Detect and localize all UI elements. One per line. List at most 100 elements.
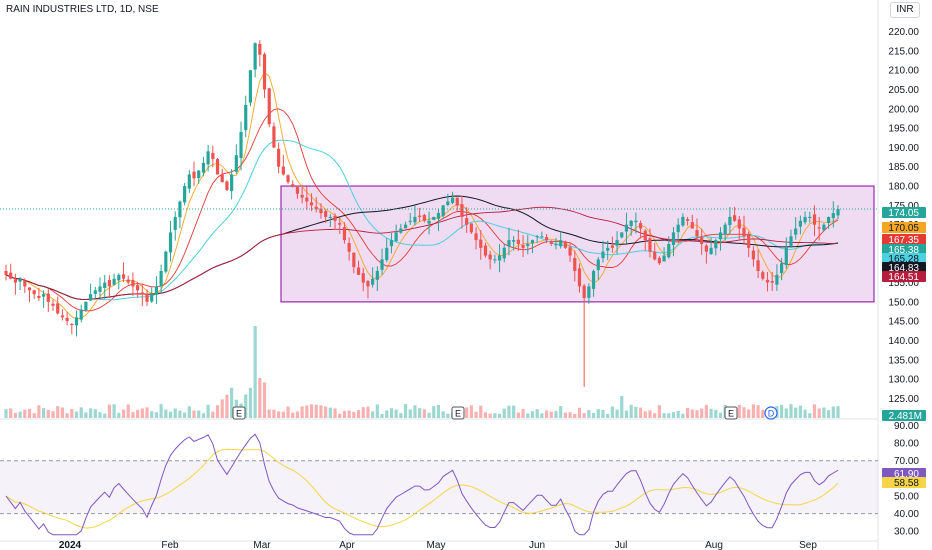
volume-bar <box>700 408 704 418</box>
candle <box>657 258 661 264</box>
volume-bar <box>305 405 309 418</box>
candle <box>244 104 248 130</box>
candle <box>291 184 295 187</box>
volume-bar <box>465 407 469 418</box>
volume-bar <box>192 410 196 418</box>
candle <box>248 70 253 103</box>
volume-bar <box>225 394 229 418</box>
svg-text:170.05: 170.05 <box>888 223 919 234</box>
candle <box>145 293 149 302</box>
volume-bar <box>211 411 215 418</box>
price-tick-label: 130.00 <box>888 375 919 386</box>
volume-bar <box>281 411 285 418</box>
volume-bar <box>18 411 22 418</box>
candle <box>751 250 755 260</box>
volume-bar <box>671 412 676 418</box>
candle <box>399 228 403 233</box>
price-tick-label: 195.00 <box>888 124 919 135</box>
price-label: 164.83 <box>882 262 926 274</box>
ma-teal-line <box>5 139 839 301</box>
candle <box>295 187 300 194</box>
candle <box>779 263 784 274</box>
candle <box>328 216 332 218</box>
volume-bar <box>51 411 55 418</box>
candle <box>79 309 83 320</box>
candle <box>286 175 290 183</box>
svg-text:167.35: 167.35 <box>888 235 919 246</box>
price-label: 165.28 <box>882 253 926 265</box>
volume-bar <box>582 413 586 418</box>
volume-bar <box>201 413 206 418</box>
candle <box>413 216 417 223</box>
volume-bar <box>432 406 436 418</box>
volume-bar <box>215 405 220 418</box>
candle <box>342 227 347 241</box>
price-label: 165.38 <box>882 244 926 256</box>
candle <box>587 286 591 298</box>
candle <box>281 166 285 175</box>
candle <box>742 227 746 237</box>
ma-crimson-line <box>5 206 839 300</box>
candle <box>469 223 473 233</box>
volume-bar <box>272 409 276 418</box>
volume-bar <box>300 406 304 418</box>
volume-bar <box>629 404 633 418</box>
volume-bar <box>544 410 549 418</box>
price-tick-label: 200.00 <box>888 104 919 115</box>
volume-bar <box>121 409 126 418</box>
volume-bar <box>65 413 69 418</box>
volume-bar <box>131 412 135 418</box>
candle <box>812 214 817 225</box>
currency-button[interactable]: INR <box>890 2 920 18</box>
price-label: 174.05 <box>882 207 926 219</box>
candle <box>309 202 314 206</box>
volume-bar <box>309 404 314 418</box>
candle <box>554 243 558 246</box>
candle <box>277 148 281 167</box>
volume-bar <box>643 411 647 418</box>
candle <box>361 273 365 283</box>
volume-bar <box>244 394 248 418</box>
candle <box>544 237 549 241</box>
volume-bar <box>375 404 379 418</box>
candle <box>831 213 835 219</box>
volume-bar <box>596 409 600 418</box>
price-tick-label: 210.00 <box>888 66 919 77</box>
volume-bar <box>653 413 657 418</box>
volume-bar <box>42 408 46 418</box>
candle <box>568 247 572 256</box>
volume-bar <box>638 407 643 418</box>
candle <box>516 239 520 244</box>
candle <box>56 303 60 314</box>
candle <box>197 170 201 179</box>
volume-bar <box>526 413 530 418</box>
candle <box>690 222 694 229</box>
candle <box>51 303 55 306</box>
candle <box>474 233 478 241</box>
candle <box>638 223 643 229</box>
volume-bar <box>187 406 191 418</box>
candle <box>107 279 112 287</box>
candle <box>441 205 445 216</box>
volume-bar <box>422 409 426 418</box>
price-tick-label: 125.00 <box>888 394 919 405</box>
time-tick-label: 2024 <box>59 540 82 550</box>
candle <box>596 259 600 271</box>
candle <box>211 152 215 160</box>
rsi-tick-label: 90.00 <box>894 421 919 432</box>
volume-bar <box>408 409 412 418</box>
svg-text:E: E <box>455 409 461 419</box>
volume-bar <box>427 412 431 418</box>
price-tick-label: 215.00 <box>888 46 919 57</box>
candle <box>103 282 107 288</box>
volume-bar <box>521 409 525 418</box>
price-tick-label: 140.00 <box>888 336 919 347</box>
candle <box>765 279 770 283</box>
svg-text:E: E <box>236 409 242 419</box>
volume-bar <box>361 407 365 418</box>
svg-text:2.481M: 2.481M <box>889 411 922 422</box>
volume-bar <box>789 404 793 418</box>
earnings-marker: E <box>232 406 246 420</box>
candle <box>9 272 13 279</box>
